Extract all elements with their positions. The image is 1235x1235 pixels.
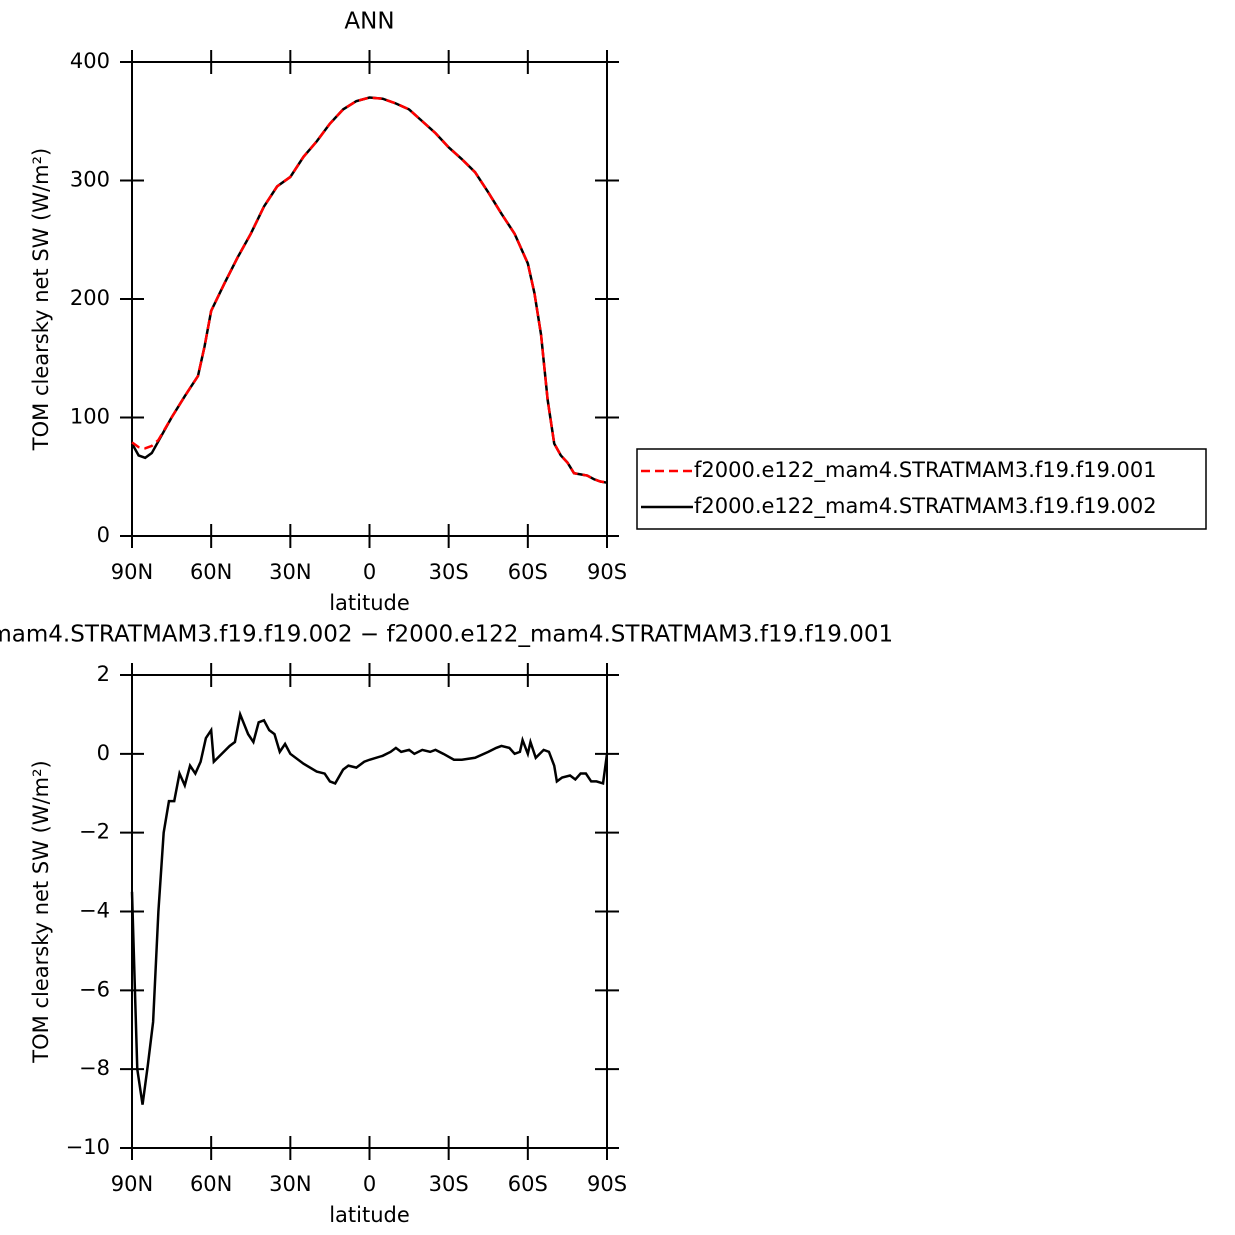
x-tick-label: 60S <box>508 1172 548 1196</box>
y-tick-label: 0 <box>97 741 110 765</box>
x-tick-label: 0 <box>363 1172 376 1196</box>
x-axis-label: latitude <box>329 1203 410 1227</box>
x-tick-label: 30N <box>269 1172 311 1196</box>
x-tick-label: 90N <box>111 560 153 584</box>
y-tick-label: −10 <box>66 1135 110 1159</box>
y-tick-label: 2 <box>97 662 110 686</box>
chart-title: f2000.e122_mam4.STRATMAM3.f19.f19.002 − … <box>0 622 893 648</box>
x-axis-label: latitude <box>329 591 410 615</box>
x-tick-label: 30N <box>269 560 311 584</box>
x-tick-label: 60N <box>190 1172 232 1196</box>
data-line <box>130 96 608 484</box>
x-tick-label: 0 <box>363 560 376 584</box>
y-tick-label: −8 <box>79 1056 110 1080</box>
y-tick-label: −6 <box>79 977 110 1001</box>
x-tick-label: 90S <box>587 560 627 584</box>
legend-box <box>636 448 1207 530</box>
data-line <box>131 96 608 484</box>
legend-label: f2000.e122_mam4.STRATMAM3.f19.f19.002 <box>694 494 1157 519</box>
data-line <box>130 710 609 1105</box>
y-tick-label: 100 <box>70 405 110 429</box>
y-tick-label: −2 <box>79 820 110 844</box>
y-tick-label: 300 <box>70 168 110 192</box>
y-axis-label: TOM clearsky net SW (W/m²) <box>29 148 53 451</box>
y-axis-label: TOM clearsky net SW (W/m²) <box>29 760 53 1063</box>
y-tick-label: −4 <box>79 899 110 923</box>
x-tick-label: 30S <box>429 560 469 584</box>
x-tick-label: 30S <box>429 1172 469 1196</box>
y-tick-label: 400 <box>70 49 110 73</box>
y-tick-label: 0 <box>97 523 110 547</box>
legend-label: f2000.e122_mam4.STRATMAM3.f19.f19.001 <box>694 458 1157 483</box>
x-tick-label: 90N <box>111 1172 153 1196</box>
y-tick-label: 200 <box>70 286 110 310</box>
x-tick-label: 60N <box>190 560 232 584</box>
x-tick-label: 90S <box>587 1172 627 1196</box>
chart-title: ANN <box>344 9 394 35</box>
x-tick-label: 60S <box>508 560 548 584</box>
